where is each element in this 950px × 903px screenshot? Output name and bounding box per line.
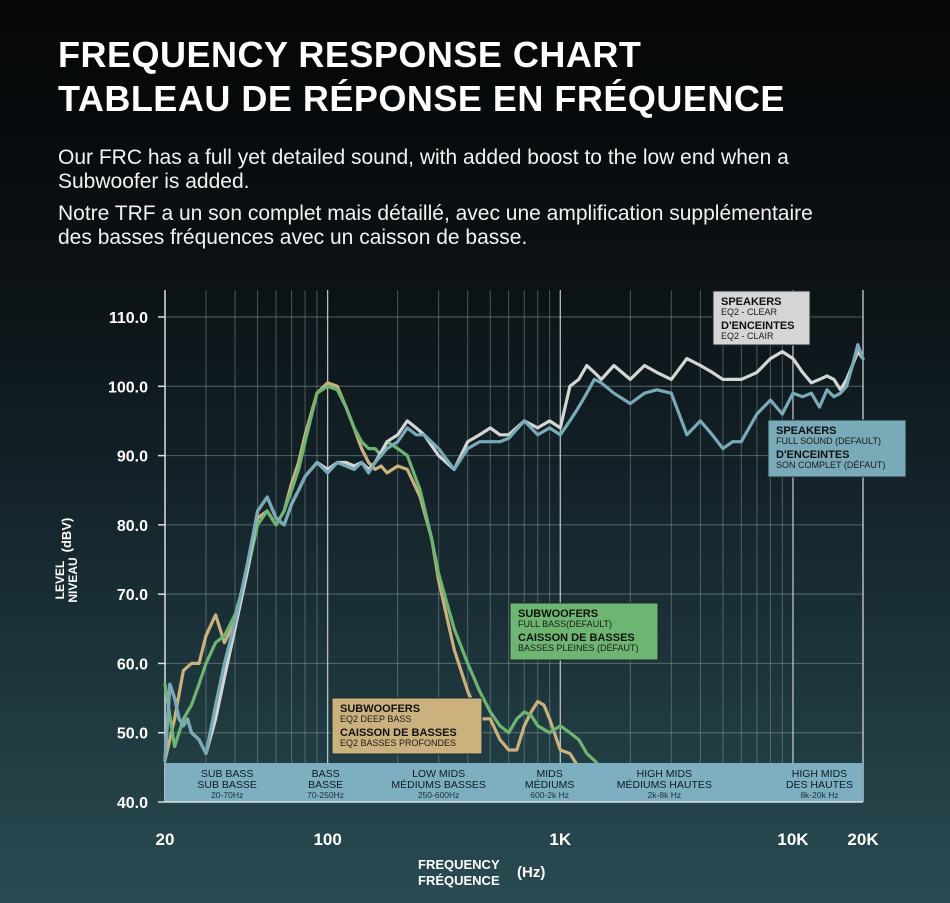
legend-box-background: [712, 290, 811, 346]
legend-box-background: [767, 419, 907, 478]
series-line-tan: [163, 381, 581, 769]
band-label-en: HIGH MIDS: [637, 768, 692, 780]
y-tick-label: 100.0: [108, 379, 148, 396]
band-label-en: LOW MIDS: [412, 768, 465, 780]
band-label-en: SUB BASS: [201, 768, 254, 780]
band-label-fr: BASSE: [308, 779, 343, 791]
band-range-label: 2k-8k Hz: [648, 790, 682, 800]
y-axis-title-en: LEVEL: [53, 561, 67, 600]
legend-title-en: SUBWOOFERS: [340, 703, 420, 715]
x-axis-unit: (Hz): [517, 864, 545, 881]
x-tick-label: 1K: [549, 830, 571, 849]
description-english: Our FRC has a full yet detailed sound, w…: [58, 146, 789, 193]
legend-title-fr: CAISSON DE BASSES: [518, 632, 635, 644]
legend-sub-en: EQ2 DEEP BASS: [340, 714, 411, 724]
band-range-label: 8k-20k Hz: [800, 790, 838, 800]
description-french: Notre TRF a un son complet mais détaillé…: [58, 202, 813, 249]
series-line-blue: [163, 343, 865, 762]
legend-sub-en: FULL BASS(DEFAULT): [518, 619, 612, 629]
y-axis-title-fr: NIVEAU: [66, 557, 80, 602]
band-label-en: BASS: [312, 768, 340, 780]
x-tick-label: 10K: [777, 830, 809, 849]
legend-sub-fr: EQ2 BASSES PROFONDES: [340, 738, 456, 748]
legend-box-background: [331, 697, 483, 755]
band-label-fr: MÉDIUMS: [525, 778, 575, 791]
legend-title-fr: D'ENCEINTES: [721, 320, 795, 332]
x-tick-label: 20K: [847, 830, 879, 849]
title-french: TABLEAU DE RÉPONSE EN FRÉQUENCE: [58, 78, 785, 119]
x-axis-title-en: FREQUENCY: [418, 857, 500, 872]
legend-title-fr: D'ENCEINTES: [776, 449, 850, 461]
band-label-fr: DES HAUTES: [786, 779, 853, 791]
x-tick-label: 20: [156, 830, 175, 849]
y-tick-label: 90.0: [117, 449, 148, 466]
band-label-fr: MÉDIUMS BASSES: [391, 778, 486, 791]
y-tick-label: 70.0: [117, 587, 148, 604]
title-english: FREQUENCY RESPONSE CHART: [58, 34, 642, 75]
legend-title-fr: CAISSON DE BASSES: [340, 727, 457, 739]
chart-axes: 40.0 50.0 60.0 70.0 80.0 90.0 100.0 110.0 20 100 1…: [53, 310, 879, 888]
legend-sub-en: EQ2 - CLEAR: [721, 307, 778, 317]
band-label-fr: MÉDIUMS HAUTES: [617, 778, 712, 791]
band-strip-background: [165, 763, 863, 802]
band-range-label: 70-250Hz: [307, 790, 344, 800]
band-label-en: MIDS: [537, 768, 563, 780]
y-tick-label: 110.0: [109, 310, 148, 327]
band-label-en: HIGH MIDS: [792, 768, 847, 780]
legend-sub-fr: BASSES PLEINES (DÉFAUT): [518, 643, 639, 653]
y-axis-unit: (dBV): [59, 518, 74, 553]
band-range-label: 20-70Hz: [211, 790, 243, 800]
y-axis-title: LEVEL NIVEAU (dBV): [53, 518, 80, 603]
y-tick-label: 60.0: [117, 656, 148, 673]
x-tick-label: 100: [313, 830, 341, 849]
legend-box-background: [509, 602, 659, 661]
y-tick-label: 40.0: [117, 795, 148, 812]
chart-grid: [164, 290, 864, 802]
y-tick-label: 50.0: [117, 726, 148, 743]
chart-series-lines: [163, 343, 865, 769]
band-range-label: 600-2k Hz: [530, 790, 569, 800]
band-label-fr: SUB BASSE: [197, 779, 257, 791]
legend-sub-en: FULL SOUND (DEFAULT): [776, 436, 881, 446]
legend-title-en: SPEAKERS: [776, 425, 837, 437]
legend-sub-fr: SON COMPLET (DÉFAUT): [776, 460, 885, 470]
legend-title-en: SUBWOOFERS: [518, 608, 598, 620]
y-tick-label: 80.0: [117, 518, 148, 535]
legend-title-en: SPEAKERS: [721, 296, 782, 308]
legend-sub-fr: EQ2 - CLAIR: [721, 331, 774, 341]
band-range-label: 250-600Hz: [418, 790, 460, 800]
x-axis-title-fr: FRÉQUENCE: [418, 873, 500, 888]
